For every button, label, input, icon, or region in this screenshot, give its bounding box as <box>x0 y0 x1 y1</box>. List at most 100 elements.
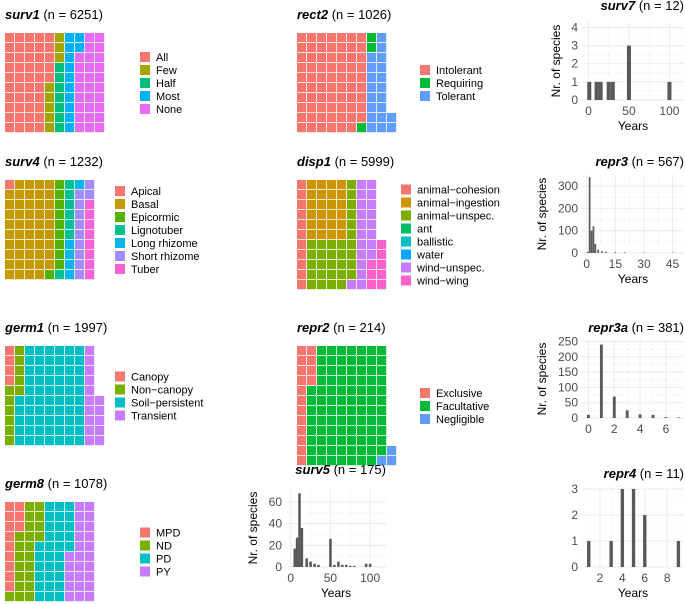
y-tick-label: 0 <box>571 560 578 574</box>
waffle-cell-basal <box>35 190 45 200</box>
histogram-bar <box>341 564 344 567</box>
waffle-cell-short-rhizome <box>75 220 85 230</box>
waffle-cell-facultative <box>347 436 357 446</box>
panel-rect2: rect2 (n = 1026) IntolerantRequiringToler… <box>297 7 483 133</box>
waffle-cell-intolerant <box>307 83 317 93</box>
waffle-cell-non-canopy <box>5 396 15 406</box>
panel-title: repr3 (n = 567) <box>595 154 684 169</box>
legend-label: Tuber <box>131 264 160 276</box>
y-axis-title: Nr. of species <box>535 343 549 416</box>
waffle-cell-exclusive <box>307 346 317 356</box>
waffle-cell-soil-persistent <box>75 406 85 416</box>
waffle-cell-facultative <box>327 396 337 406</box>
waffle-cell-intolerant <box>347 53 357 63</box>
waffle-cell-pd <box>35 572 45 582</box>
histogram-bar <box>612 396 616 418</box>
waffle-cell-wind-unspec- <box>357 280 367 290</box>
waffle-cell-intolerant <box>357 83 367 93</box>
waffle-cell-intolerant <box>347 73 357 83</box>
waffle-cell-all <box>35 93 45 103</box>
waffle-cell-animal-ingestion <box>317 200 327 210</box>
waffle-cell-all <box>5 83 15 93</box>
waffle-cell-basal <box>45 250 55 260</box>
panel-title: repr2 (n = 214) <box>297 320 386 335</box>
waffle-cell-animal-cohesion <box>297 220 307 230</box>
panel-title-group: surv7 (n = 12) <box>601 0 684 13</box>
waffle-cell-all <box>15 33 25 43</box>
waffle-cell-animal-unspec- <box>327 280 337 290</box>
waffle-cell-wind-unspec- <box>367 200 377 210</box>
waffle-cell-exclusive <box>297 386 307 396</box>
waffle-cell-animal-ingestion <box>327 210 337 220</box>
waffle-cell-basal <box>25 230 35 240</box>
histogram-bar <box>364 563 368 567</box>
waffle-cell-basal <box>45 210 55 220</box>
waffle-cell-facultative <box>317 436 327 446</box>
waffle-cell-long-rhizome <box>75 180 85 190</box>
waffle-cell-mpd <box>5 542 15 552</box>
waffle-cell-basal <box>35 210 45 220</box>
waffle-cell-all <box>35 113 45 123</box>
waffle-cell-facultative <box>347 456 357 466</box>
panel-title-variable: repr3a <box>588 320 628 335</box>
waffle-cell-tuber <box>85 220 95 230</box>
waffle-cell-py <box>75 542 85 552</box>
waffle-cell-tolerant <box>377 103 387 113</box>
waffle-cell-requiring <box>357 123 367 133</box>
waffle-cell-intolerant <box>347 33 357 43</box>
waffle-cell-pd <box>55 532 65 542</box>
waffle-cell-animal-ingestion <box>307 200 317 210</box>
waffle-cell-non-canopy <box>5 416 15 426</box>
histogram-bar <box>667 81 672 100</box>
waffle-cell-intolerant <box>337 63 347 73</box>
waffle-cell-mpd <box>5 552 15 562</box>
waffle-cell-intolerant <box>337 83 347 93</box>
waffle-cell-pd <box>45 582 55 592</box>
legend-label: All <box>156 52 168 64</box>
waffle-cell-animal-ingestion <box>317 180 327 190</box>
waffle-cell-wind-wing <box>377 250 387 260</box>
waffle-cell-intolerant <box>297 33 307 43</box>
waffle-cell-intolerant <box>317 73 327 83</box>
waffle-cell-exclusive <box>307 356 317 366</box>
waffle-cell-facultative <box>377 376 387 386</box>
waffle-cell-basal <box>5 210 15 220</box>
histogram-bar <box>298 493 301 567</box>
waffle-cell-facultative <box>347 366 357 376</box>
waffle-cell-all <box>25 83 35 93</box>
waffle-cell-all <box>15 123 25 133</box>
waffle-cell-pd <box>55 582 65 592</box>
waffle-cell-epicormic <box>55 210 65 220</box>
waffle-cell-short-rhizome <box>75 230 85 240</box>
waffle-cell-wind-wing <box>367 260 377 270</box>
waffle-cell-facultative <box>357 446 367 456</box>
waffle-cell-basal <box>25 200 35 210</box>
waffle-cell-tolerant <box>377 83 387 93</box>
waffle-cell-all <box>25 93 35 103</box>
waffle-cell-basal <box>15 260 25 270</box>
panel-title-variable: germ8 <box>4 476 45 491</box>
waffle-cell-pd <box>45 552 55 562</box>
y-tick-label: 0 <box>275 560 282 574</box>
waffle-cell-facultative <box>357 346 367 356</box>
waffle-cell-all <box>35 123 45 133</box>
legend-label: ND <box>156 541 172 553</box>
waffle-cell-animal-unspec- <box>317 270 327 280</box>
waffle-cell-animal-ingestion <box>327 180 337 190</box>
waffle-cell-intolerant <box>357 113 367 123</box>
histogram-bar <box>625 410 629 418</box>
waffle-cell-tolerant <box>367 83 377 93</box>
panel-title-count: (n = 381) <box>628 320 684 335</box>
waffle-cell-intolerant <box>297 83 307 93</box>
waffle-cell-basal <box>45 240 55 250</box>
waffle-cell-facultative <box>317 346 327 356</box>
waffle-cell-animal-unspec- <box>347 250 357 260</box>
legend-key <box>140 52 150 62</box>
waffle-cell-nd <box>5 592 15 602</box>
y-axis-title: Nr. of species <box>246 492 260 565</box>
waffle-cell-intolerant <box>347 63 357 73</box>
waffle-cell-basal <box>25 250 35 260</box>
waffle-cell-intolerant <box>347 43 357 53</box>
legend-key <box>420 78 430 88</box>
waffle-cell-basal <box>35 270 45 280</box>
